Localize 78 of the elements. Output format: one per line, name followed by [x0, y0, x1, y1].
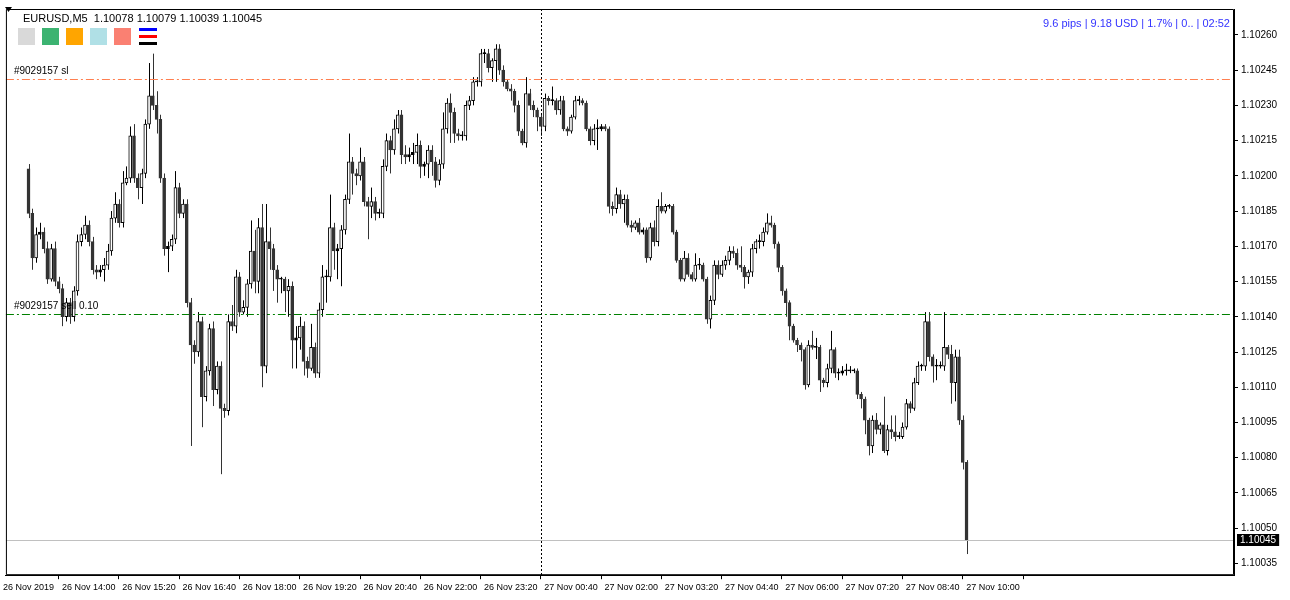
- x-tick-label: 26 Nov 15:20: [122, 582, 176, 593]
- candlestick: [181, 198, 185, 219]
- y-tick-label: 1.10185: [1241, 204, 1278, 216]
- y-tick-label: 1.10155: [1241, 275, 1278, 287]
- y-tick-label: 1.10215: [1241, 134, 1278, 146]
- x-tick-label: 27 Nov 10:00: [966, 582, 1020, 593]
- y-tick-label: 1.10230: [1241, 99, 1278, 111]
- candlestick: [339, 224, 344, 287]
- x-tick-label: 26 Nov 19:20: [303, 582, 357, 593]
- candlestick: [761, 226, 765, 247]
- x-tick-label: 27 Nov 06:00: [785, 582, 839, 593]
- candlestick: [166, 241, 170, 273]
- candlestick: [324, 269, 328, 304]
- candlestick: [810, 330, 814, 351]
- candlestick: [618, 189, 622, 210]
- x-tick-label: 27 Nov 08:40: [905, 582, 960, 593]
- x-tick-label: 27 Nov 02:00: [604, 582, 659, 593]
- y-tick-label: 1.10080: [1241, 451, 1278, 463]
- y-tick-label: 1.10170: [1241, 240, 1278, 252]
- candlestick: [113, 191, 117, 224]
- candlestick: [889, 414, 894, 440]
- candlestick: [682, 250, 686, 283]
- y-tick-label: 1.10110: [1241, 381, 1277, 392]
- candlestick: [369, 187, 374, 219]
- candlestick: [275, 264, 279, 304]
- candlestick: [893, 414, 897, 442]
- ref-line-label: 1.10045: [1240, 533, 1277, 545]
- candlestick: [685, 252, 690, 278]
- candlestick: [765, 212, 769, 236]
- candlestick: [471, 76, 475, 106]
- candlestick: [294, 325, 298, 369]
- x-tick-label: 26 Nov 20:40: [363, 582, 417, 593]
- x-tick-label: 27 Nov 00:40: [544, 582, 598, 593]
- candlestick: [83, 215, 87, 240]
- y-tick-label: 1.10095: [1241, 416, 1278, 428]
- y-tick-label: 1.10245: [1241, 63, 1278, 75]
- x-tick-label: 26 Nov 2019: [3, 582, 55, 593]
- y-tick-label: 1.10035: [1241, 557, 1278, 569]
- candlestick: [34, 226, 38, 264]
- candlestick: [829, 330, 833, 374]
- candlestick: [621, 194, 626, 224]
- candlestick: [117, 198, 121, 228]
- x-tick-label: 27 Nov 04:40: [725, 582, 779, 593]
- ref-line-label: #9029157 sl: [13, 65, 69, 77]
- x-tick-label: 26 Nov 18:00: [242, 582, 297, 593]
- candlestick: [437, 158, 441, 186]
- candlestick: [215, 360, 219, 395]
- x-tick-label: 27 Nov 03:20: [664, 582, 719, 593]
- y-tick-label: 1.10140: [1241, 310, 1278, 322]
- candlestick: [358, 147, 362, 182]
- candlestick: [373, 196, 377, 221]
- annotation: 9.6 pips | 9.18 USD | 1.7% | 0.. | 02:52: [1043, 17, 1230, 30]
- candlestick: [697, 257, 701, 271]
- candlestick: [535, 107, 539, 132]
- candlestick: [678, 257, 683, 283]
- x-tick-label: 26 Nov 23:20: [483, 582, 538, 593]
- candlestick: [539, 114, 543, 137]
- candlestick: [230, 304, 234, 332]
- y-tick-label: 1.10200: [1241, 169, 1278, 181]
- x-tick-label: 26 Nov 22:00: [423, 582, 478, 593]
- candlestick: [776, 241, 781, 273]
- candlestick: [614, 187, 619, 214]
- x-tick-label: 26 Nov 16:40: [182, 582, 237, 593]
- candlestick: [874, 412, 878, 435]
- candlestick: [309, 323, 313, 372]
- candlestick: [716, 259, 720, 280]
- y-tick-label: 1.10065: [1241, 486, 1278, 498]
- chart-title: EURUSD,M5 1.10078 1.10079 1.10039 1.10045: [22, 12, 263, 25]
- candlestick: [652, 219, 656, 247]
- y-tick-label: 1.10050: [1241, 521, 1278, 533]
- y-tick-label: 1.10125: [1241, 345, 1278, 357]
- candlestick: [501, 64, 506, 88]
- x-tick-label: 27 Nov 07:20: [845, 582, 900, 593]
- y-tick-label: 1.10260: [1241, 28, 1278, 40]
- candlestick: [392, 118, 396, 156]
- candlestick: [814, 337, 818, 360]
- candlestick: [734, 248, 739, 271]
- x-tick-label: 26 Nov 14:00: [62, 582, 116, 593]
